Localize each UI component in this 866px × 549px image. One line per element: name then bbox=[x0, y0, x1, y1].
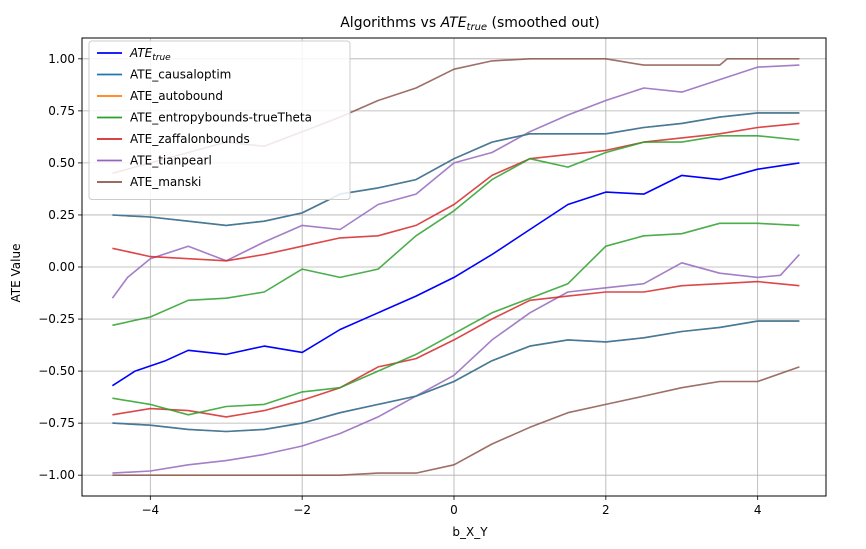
y-tick-label: 0.25 bbox=[48, 208, 75, 222]
chart-title: Algorithms vs ATEtrue (smoothed out) bbox=[340, 15, 600, 33]
legend: ATEtrue ATE_causaloptim ATE_autobound ATE_e… bbox=[88, 40, 351, 200]
legend-label: ATE_autobound bbox=[130, 89, 223, 103]
series-line-ate-tianpearl-upper bbox=[111, 64, 800, 299]
axis-ticks: −4 −2 0 2 4 −1.00 −0.75 −0.50 −0.25 0.00 0.25 0.50 0… bbox=[38, 52, 761, 517]
legend-label: ATE_zaffalonbounds bbox=[130, 132, 250, 146]
legend-label: ATE_entropybounds-trueTheta bbox=[130, 111, 312, 125]
y-axis-label: ATE Value bbox=[9, 244, 23, 303]
y-tick-label: −1.00 bbox=[38, 468, 75, 482]
series-line-ate-tianpearl-lower bbox=[112, 253, 800, 474]
series-line-ate-zaffalonbounds-lower bbox=[112, 280, 800, 418]
x-tick-label: 4 bbox=[754, 503, 762, 517]
x-tick-label: −4 bbox=[141, 503, 159, 517]
series-line-ate-causaloptim-upper bbox=[112, 112, 800, 227]
y-tick-label: 0.75 bbox=[48, 104, 75, 118]
y-tick-label: 1.00 bbox=[48, 52, 75, 66]
series-line-ate-causaloptim-lower bbox=[112, 320, 800, 433]
series-line-ate-true bbox=[111, 162, 800, 387]
x-tick-label: 0 bbox=[450, 503, 458, 517]
series-line-ate-entropybounds-truetheta-upper bbox=[112, 135, 800, 327]
legend-label: ATEtrue bbox=[129, 46, 171, 63]
x-tick-label: −2 bbox=[293, 503, 311, 517]
legend-label: ATE_manski bbox=[130, 175, 201, 189]
plot-series bbox=[111, 58, 800, 476]
y-tick-label: −0.50 bbox=[38, 364, 75, 378]
series-line-ate-entropybounds-truetheta-lower bbox=[112, 222, 800, 416]
series-line-ate-zaffalonbounds-upper bbox=[112, 122, 800, 262]
series-line-ate-manski-lower bbox=[112, 366, 800, 476]
y-tick-label: −0.25 bbox=[38, 312, 75, 326]
y-tick-label: −0.75 bbox=[38, 416, 75, 430]
y-tick-label: 0.50 bbox=[48, 156, 75, 170]
legend-label: ATE_causaloptim bbox=[130, 68, 231, 82]
y-tick-label: 0.00 bbox=[48, 260, 75, 274]
x-tick-label: 2 bbox=[602, 503, 610, 517]
legend-label: ATE_tianpearl bbox=[130, 154, 212, 168]
x-axis-label: b_X_Y bbox=[452, 525, 488, 539]
legend-box bbox=[88, 40, 351, 200]
